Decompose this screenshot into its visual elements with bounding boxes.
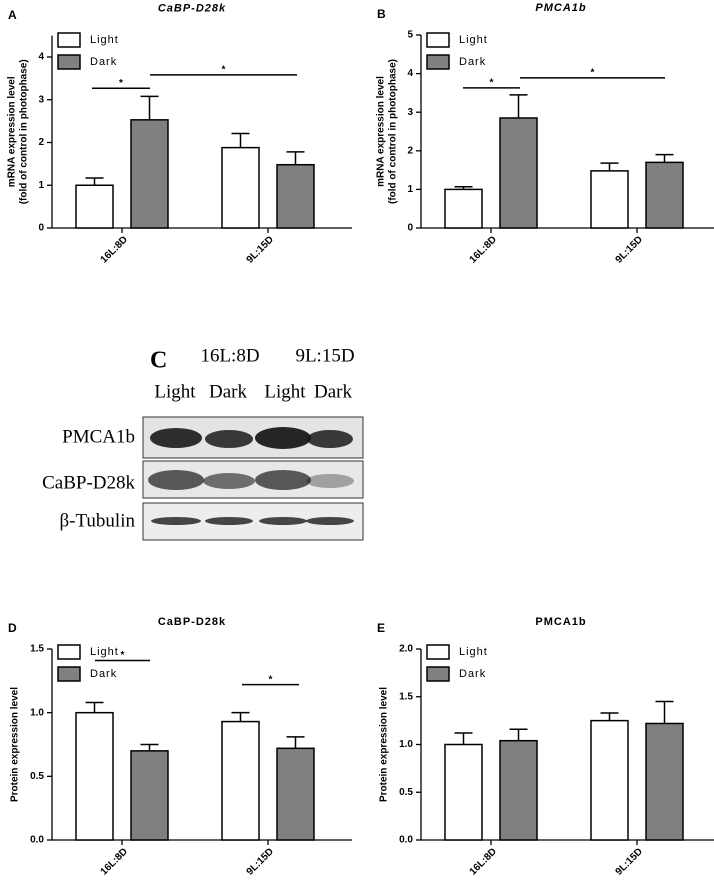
y-tick-label: 0.5 xyxy=(399,787,413,798)
chart: A CaBP-D28k mRNA expression level (fold of … xyxy=(7,3,352,266)
bar xyxy=(130,750,169,841)
y-tick-label: 1.5 xyxy=(399,691,413,702)
legend-swatch xyxy=(57,54,81,70)
legend-label: Dark xyxy=(459,668,486,680)
y-tick-label: 1.5 xyxy=(30,644,44,655)
bar xyxy=(221,146,260,229)
legend-swatch xyxy=(426,666,450,682)
x-tick-label: 9L:15D xyxy=(614,846,645,877)
bar xyxy=(276,163,315,229)
x-tick-label: 16L:8D xyxy=(99,234,130,265)
y-axis-label: Protein expression level xyxy=(10,687,21,802)
y-tick-label: 0.0 xyxy=(30,835,44,846)
y-tick-label: 1.0 xyxy=(399,739,413,750)
significance-label: * xyxy=(591,67,595,78)
legend-label: Light xyxy=(90,646,119,658)
bands xyxy=(148,427,354,525)
y-tick-label: 0.0 xyxy=(399,835,413,846)
y-tick-label: 4 xyxy=(407,68,413,79)
blot-panel: C 16L:8D 9L:15D Light Dark Light Dark PM… xyxy=(42,345,364,541)
lane-label: Light xyxy=(154,381,196,402)
lane-label: Light xyxy=(264,381,306,402)
bar xyxy=(590,719,629,841)
chart: B PMCA1b mRNA expression level (fold of con… xyxy=(376,2,714,266)
bar xyxy=(645,161,684,229)
legend-label: Dark xyxy=(90,56,117,68)
significance-label: * xyxy=(222,65,226,76)
row-label: CaBP-D28k xyxy=(42,472,135,493)
chart-title: CaBP-D28k xyxy=(158,3,226,15)
bar xyxy=(499,739,538,841)
group-label: 16L:8D xyxy=(200,345,259,366)
y-axis-label: Protein expression level xyxy=(379,687,390,802)
bar xyxy=(645,722,684,841)
row-label: β-Tubulin xyxy=(60,510,136,531)
bar xyxy=(499,117,538,229)
significance-label: * xyxy=(490,78,494,89)
y-tick-label: 4 xyxy=(38,52,44,63)
bar xyxy=(75,184,114,229)
y-tick-label: 3 xyxy=(407,107,413,118)
bar xyxy=(75,711,114,841)
legend-label: Dark xyxy=(459,56,486,68)
bar xyxy=(221,720,260,841)
bar xyxy=(444,743,483,841)
x-tick-label: 9L:15D xyxy=(245,846,276,877)
panel-letter: E xyxy=(377,621,385,635)
lane-label: Dark xyxy=(314,381,352,402)
y-axis-label: (fold of control in photophase) xyxy=(388,59,399,204)
legend-swatch xyxy=(426,54,450,70)
bar xyxy=(130,119,169,229)
y-tick-label: 1 xyxy=(407,184,413,195)
legend-label: Light xyxy=(90,34,119,46)
y-tick-label: 3 xyxy=(38,94,44,105)
y-axis-label: mRNA expression level xyxy=(7,76,18,187)
y-tick-label: 5 xyxy=(407,30,413,41)
panel-letter: C xyxy=(150,348,167,374)
panel-letter: A xyxy=(8,8,17,22)
legend-swatch xyxy=(426,644,450,660)
x-tick-label: 16L:8D xyxy=(99,846,130,877)
bar xyxy=(590,170,629,229)
x-tick-label: 9L:15D xyxy=(614,234,645,265)
y-tick-label: 2 xyxy=(38,137,44,148)
y-axis-label: mRNA expression level xyxy=(376,76,387,187)
legend-label: Light xyxy=(459,646,488,658)
y-tick-label: 0 xyxy=(38,223,44,234)
y-tick-label: 1.0 xyxy=(30,707,44,718)
chart: E PMCA1b Protein expression level 0.0 0.5 1.0… xyxy=(377,616,714,878)
chart-title: CaBP-D28k xyxy=(158,616,226,628)
panel-letter: B xyxy=(377,7,386,21)
group-label: 9L:15D xyxy=(295,345,354,366)
significance-label: * xyxy=(269,674,273,685)
row-label: PMCA1b xyxy=(62,426,135,447)
y-tick-label: 0 xyxy=(407,223,413,234)
y-tick-label: 0.5 xyxy=(30,771,44,782)
y-tick-label: 2.0 xyxy=(399,644,413,655)
legend-label: Light xyxy=(459,34,488,46)
chart-title: PMCA1b xyxy=(535,2,586,14)
y-axis-label: (fold of control in photophase) xyxy=(19,59,30,204)
legend-swatch xyxy=(57,666,81,682)
x-tick-label: 9L:15D xyxy=(245,234,276,265)
significance-label: * xyxy=(119,78,123,89)
x-tick-label: 16L:8D xyxy=(468,846,499,877)
legend-swatch xyxy=(426,32,450,48)
chart: D CaBP-D28k Protein expression level 0.0 0.5… xyxy=(8,616,352,878)
panel-letter: D xyxy=(8,621,17,635)
legend-label: Dark xyxy=(90,668,117,680)
y-tick-label: 2 xyxy=(407,145,413,156)
significance-label: * xyxy=(121,650,125,661)
x-tick-label: 16L:8D xyxy=(468,234,499,265)
bar xyxy=(444,188,483,229)
lane-label: Dark xyxy=(209,381,247,402)
y-tick-label: 1 xyxy=(38,180,44,191)
legend-swatch xyxy=(57,644,81,660)
legend-swatch xyxy=(57,32,81,48)
chart-title: PMCA1b xyxy=(535,616,586,628)
bar xyxy=(276,747,315,841)
